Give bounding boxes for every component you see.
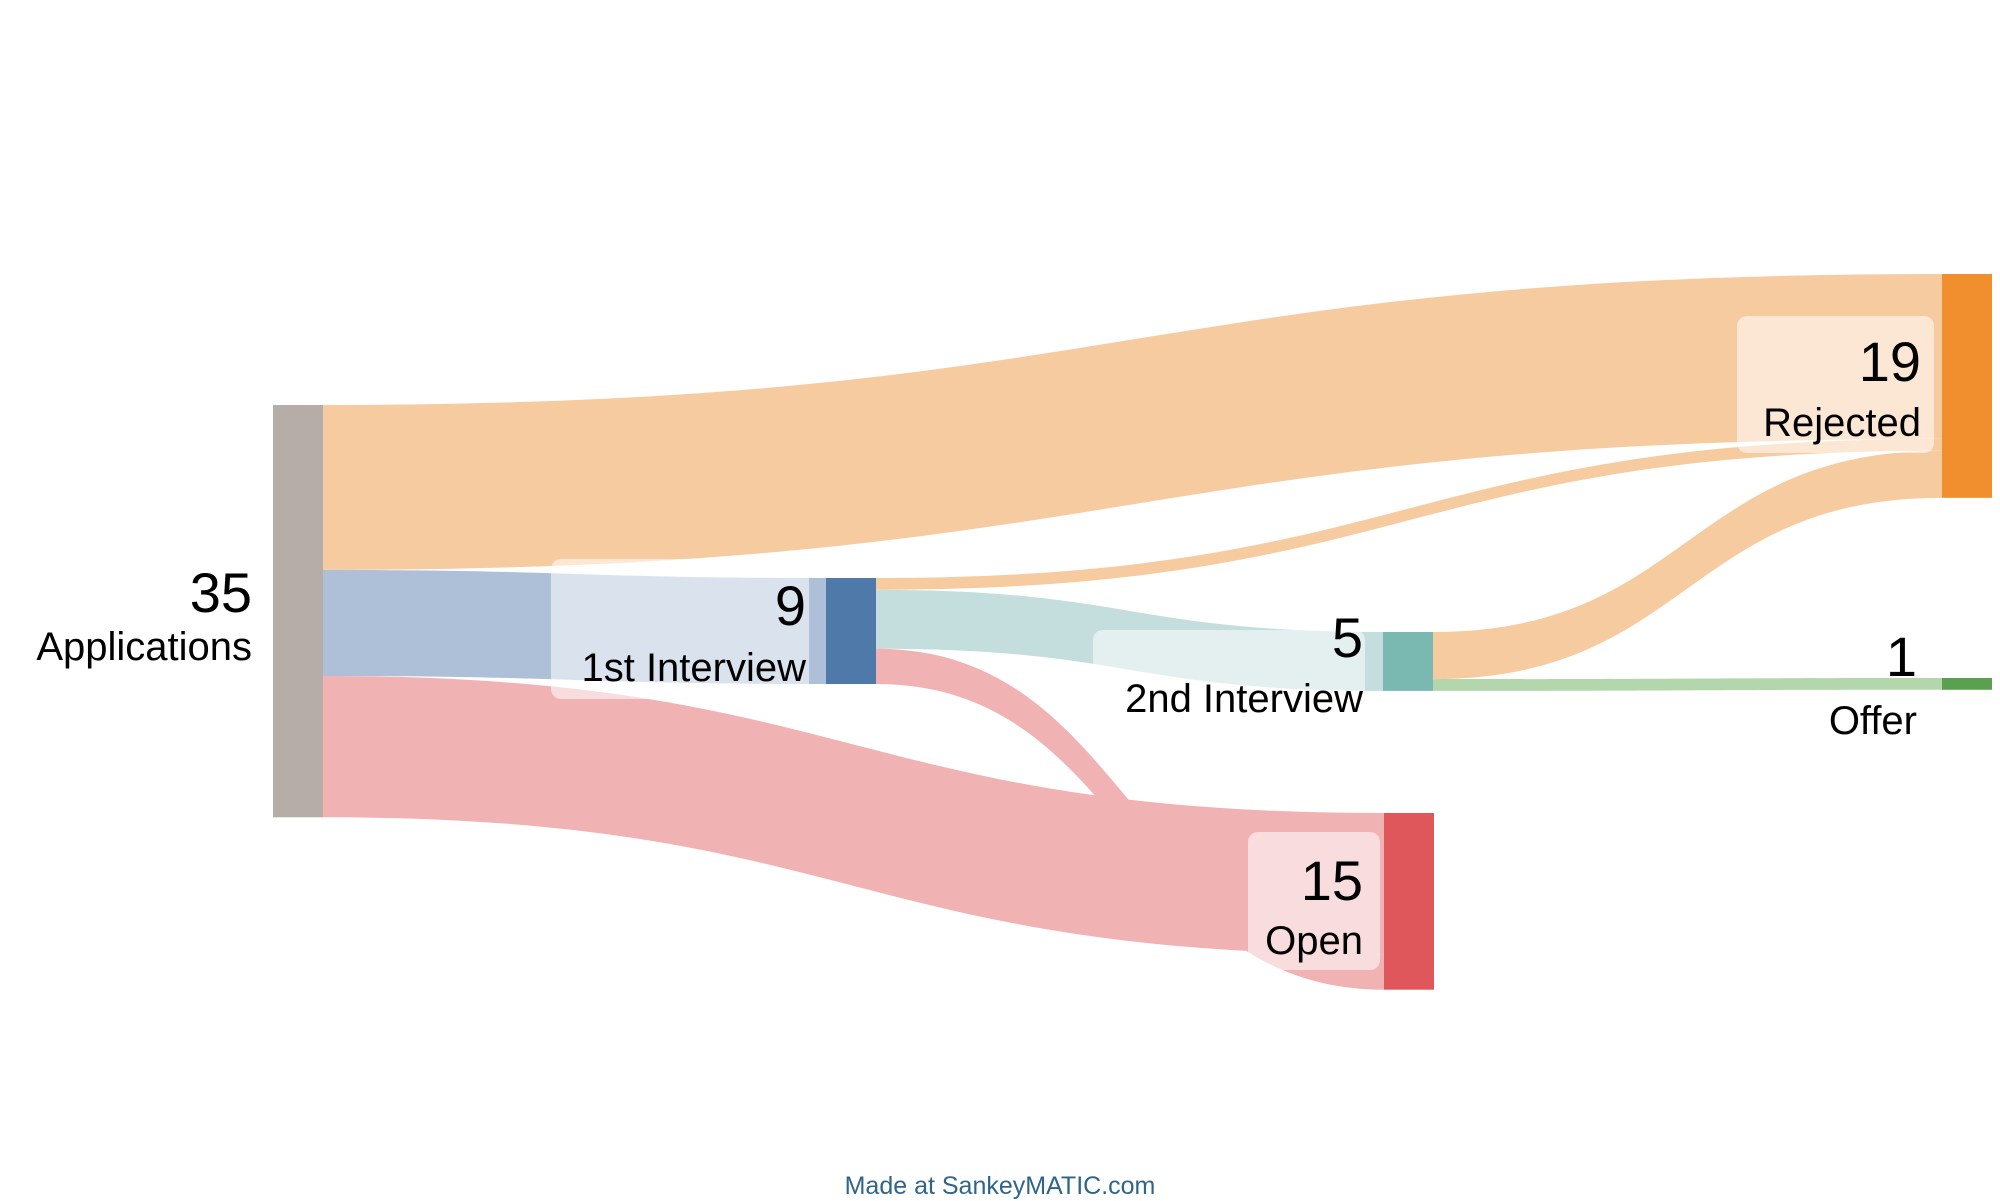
node-first xyxy=(826,578,876,685)
node-offer xyxy=(1942,678,1992,690)
node-value-first: 9 xyxy=(775,574,806,637)
node-name-first: 1st Interview xyxy=(581,646,806,690)
node-second xyxy=(1383,632,1433,691)
node-value-open: 15 xyxy=(1301,849,1363,912)
label-bg-second xyxy=(1093,630,1365,730)
flows-layer xyxy=(323,274,1942,990)
flow-second-to-rejected xyxy=(1433,450,1942,680)
node-value-applications: 35 xyxy=(190,561,252,624)
sankeymatic-credit[interactable]: Made at SankeyMATIC.com xyxy=(844,1172,1156,1200)
node-value-offer: 1 xyxy=(1886,625,1917,688)
label-bg-first xyxy=(551,559,809,699)
node-rejected xyxy=(1942,274,1992,498)
label-bg-open xyxy=(1248,832,1380,970)
node-value-rejected: 19 xyxy=(1859,330,1921,393)
flow-second-to-offer xyxy=(1433,678,1942,691)
flow-applications-to-rejected xyxy=(323,274,1942,570)
node-open xyxy=(1384,813,1434,990)
flow-first-to-open xyxy=(876,648,1384,990)
node-name-rejected: Rejected xyxy=(1763,401,1921,445)
label-bg-rejected xyxy=(1737,316,1934,453)
nodes-layer xyxy=(273,274,1992,990)
node-name-applications: Applications xyxy=(36,625,252,669)
node-applications xyxy=(273,405,323,818)
flow-first-to-rejected xyxy=(876,438,1942,590)
node-name-second: 2nd Interview xyxy=(1125,677,1363,721)
flow-applications-to-open xyxy=(323,675,1384,955)
node-value-second: 5 xyxy=(1332,606,1363,669)
node-name-offer: Offer xyxy=(1829,699,1917,743)
node-name-open: Open xyxy=(1265,919,1363,963)
